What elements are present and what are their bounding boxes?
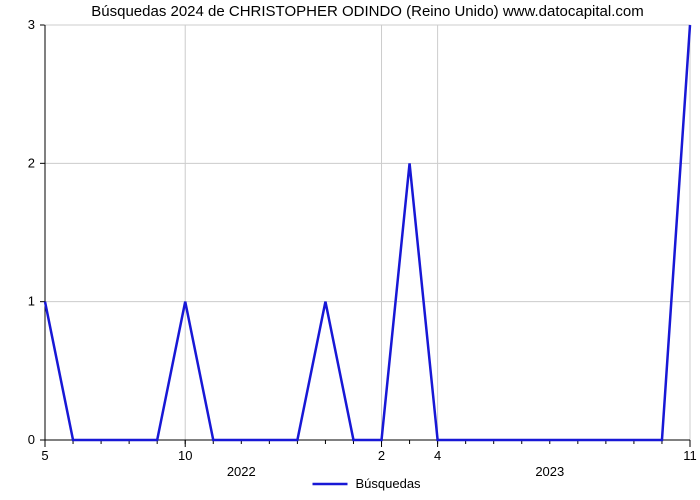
x-tick-label: 5 (41, 448, 48, 463)
x-year-label: 2022 (227, 464, 256, 479)
plot-border (45, 25, 690, 440)
legend-label: Búsquedas (356, 476, 422, 491)
y-tick-label: 3 (28, 17, 35, 32)
x-tick-label: 10 (178, 448, 192, 463)
chart-svg: Búsquedas 2024 de CHRISTOPHER ODINDO (Re… (0, 0, 700, 500)
line-chart: Búsquedas 2024 de CHRISTOPHER ODINDO (Re… (0, 0, 700, 500)
y-tick-label: 2 (28, 155, 35, 170)
x-tick-label: 2 (378, 448, 385, 463)
data-line (45, 25, 690, 440)
y-tick-label: 1 (28, 294, 35, 309)
chart-title: Búsquedas 2024 de CHRISTOPHER ODINDO (Re… (91, 3, 643, 20)
x-tick-label: 4 (434, 448, 441, 463)
x-year-label: 2023 (535, 464, 564, 479)
x-tick-label: 11 (683, 448, 697, 463)
y-tick-label: 0 (28, 432, 35, 447)
